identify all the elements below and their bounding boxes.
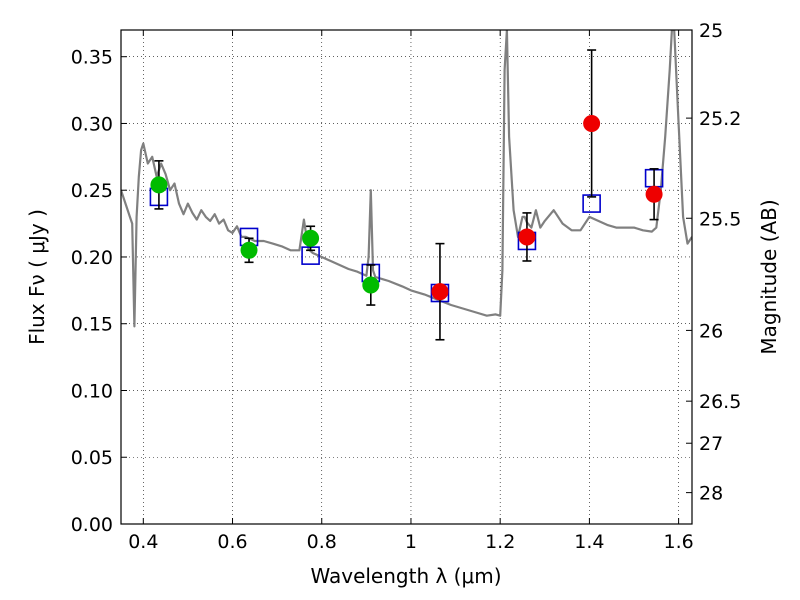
y-tick-label: 0.25 xyxy=(71,180,113,202)
data-points xyxy=(150,114,663,301)
plot-frame xyxy=(120,29,693,525)
red-data-point xyxy=(431,283,449,301)
right-tick-label: 28 xyxy=(699,483,723,505)
x-tick-label: 1.6 xyxy=(664,531,694,553)
x-tick-label: 1.2 xyxy=(485,531,515,553)
right-tick-label: 26.5 xyxy=(699,391,741,413)
y-tick-label: 0.20 xyxy=(71,247,113,269)
y-tick-label: 0.05 xyxy=(71,447,113,469)
right-tick-label: 27 xyxy=(699,433,723,455)
x-tick-label: 1.4 xyxy=(574,531,604,553)
y-tick-label: 0.15 xyxy=(71,314,113,336)
model-spectrum-layer xyxy=(121,30,692,328)
right-axis-title: Magnitude (AB) xyxy=(757,199,781,354)
y-tick-label: 0.35 xyxy=(71,47,113,69)
right-magnitude-axis: 25 25.2 25.5 26 26.5 27 28 xyxy=(686,20,741,505)
right-tick-label: 25.5 xyxy=(699,208,741,230)
green-data-point xyxy=(150,176,168,194)
right-tick-label: 25.2 xyxy=(699,108,741,130)
y-axis-title: Flux Fν ( μJy ) xyxy=(25,209,49,345)
model-flux-boxes xyxy=(149,168,664,303)
x-tick-label: 0.6 xyxy=(217,531,247,553)
grid-lines xyxy=(121,30,692,524)
model-spectrum-line xyxy=(121,30,692,328)
red-data-point xyxy=(518,228,536,246)
red-data-point xyxy=(645,185,663,203)
red-data-point xyxy=(583,114,601,132)
right-tick-label: 26 xyxy=(699,320,723,342)
y-tick-label: 0.00 xyxy=(71,514,113,536)
y-axis: 0.00 0.05 0.10 0.15 0.20 0.25 0.30 0.35 xyxy=(71,47,127,536)
green-data-point xyxy=(240,241,258,259)
right-tick-label: 25 xyxy=(699,20,723,42)
x-axis-title: Wavelength λ (μm) xyxy=(310,564,501,588)
x-axis: 0.4 0.6 0.8 1 1.2 1.4 1.6 xyxy=(128,30,694,553)
x-tick-label: 0.4 xyxy=(128,531,158,553)
x-tick-label: 1 xyxy=(405,531,417,553)
y-tick-label: 0.10 xyxy=(71,380,113,402)
y-tick-label: 0.30 xyxy=(71,113,113,135)
x-tick-label: 0.8 xyxy=(307,531,337,553)
green-data-point xyxy=(302,229,320,247)
green-data-point xyxy=(362,276,380,294)
